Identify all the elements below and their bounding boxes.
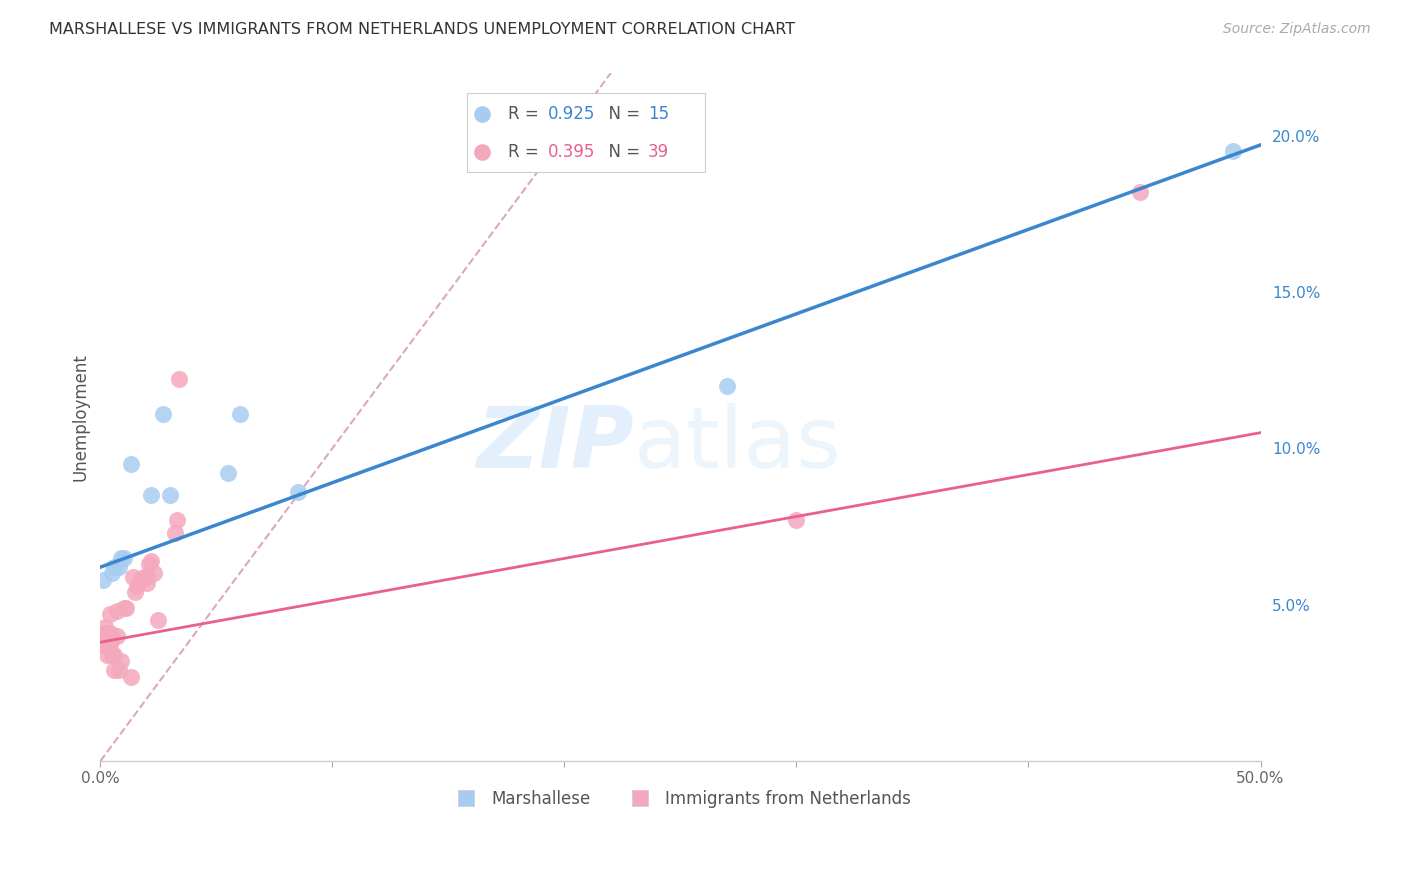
Point	[120, 457, 142, 471]
Text: MARSHALLESE VS IMMIGRANTS FROM NETHERLANDS UNEMPLOYMENT CORRELATION CHART: MARSHALLESE VS IMMIGRANTS FROM NETHERLAN…	[49, 22, 796, 37]
Point	[96, 638, 118, 652]
Point	[94, 632, 117, 646]
Point	[152, 407, 174, 421]
Text: R =: R =	[508, 105, 544, 123]
Point	[135, 575, 157, 590]
Point	[94, 619, 117, 633]
Text: N =: N =	[598, 105, 645, 123]
Point	[124, 585, 146, 599]
Point	[94, 625, 117, 640]
Text: atlas: atlas	[634, 403, 842, 486]
Text: 15: 15	[648, 105, 669, 123]
Point	[166, 513, 188, 527]
Point	[716, 378, 738, 392]
Text: Source: ZipAtlas.com: Source: ZipAtlas.com	[1223, 22, 1371, 37]
Point	[105, 629, 128, 643]
Point	[121, 569, 143, 583]
Point	[120, 670, 142, 684]
Text: R =: R =	[508, 144, 544, 161]
Text: N =: N =	[598, 144, 645, 161]
Point	[91, 638, 114, 652]
FancyBboxPatch shape	[467, 93, 704, 172]
Point	[148, 613, 170, 627]
Point	[163, 525, 186, 540]
Point	[96, 648, 118, 662]
Point	[228, 407, 250, 421]
Y-axis label: Unemployment: Unemployment	[72, 353, 89, 481]
Text: 0.925: 0.925	[548, 105, 596, 123]
Legend: Marshallese, Immigrants from Netherlands: Marshallese, Immigrants from Netherlands	[443, 783, 918, 814]
Point	[91, 573, 114, 587]
Point	[1129, 185, 1152, 199]
Point	[138, 557, 160, 571]
Point	[91, 625, 114, 640]
Point	[105, 604, 128, 618]
Point	[112, 600, 135, 615]
Point	[96, 625, 118, 640]
Point	[98, 607, 121, 621]
Point	[141, 488, 163, 502]
Text: ZIP: ZIP	[477, 403, 634, 486]
Point	[287, 485, 309, 500]
Text: 0.395: 0.395	[548, 144, 596, 161]
Point	[785, 513, 807, 527]
Point	[91, 632, 114, 646]
Point	[128, 573, 150, 587]
Point	[101, 648, 124, 662]
Point	[167, 372, 190, 386]
Point	[98, 625, 121, 640]
Point	[217, 467, 239, 481]
Point	[108, 664, 131, 678]
Text: 39: 39	[648, 144, 669, 161]
Point	[134, 569, 156, 583]
Point	[159, 488, 181, 502]
Point	[142, 566, 165, 581]
Point	[110, 654, 132, 668]
Point	[103, 648, 125, 662]
Point	[108, 560, 131, 574]
Point	[1222, 144, 1244, 158]
Point	[98, 638, 121, 652]
Point	[103, 560, 125, 574]
Point	[135, 569, 157, 583]
Point	[115, 600, 138, 615]
Point	[141, 554, 163, 568]
Point	[103, 664, 125, 678]
Point	[101, 632, 124, 646]
Point	[101, 566, 124, 581]
Point	[127, 579, 149, 593]
Point	[112, 550, 135, 565]
Point	[110, 550, 132, 565]
